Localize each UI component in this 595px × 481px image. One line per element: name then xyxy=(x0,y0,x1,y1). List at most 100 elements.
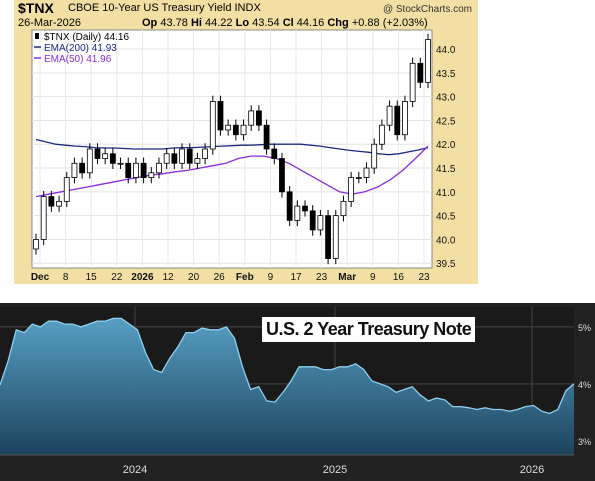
two-year-note-panel: 5% 4% 3% 2024 2025 2026 U.S. 2 Year Treasury … xyxy=(0,303,595,481)
legend-entry: $TNX (Daily) 44.16 xyxy=(44,32,129,43)
candle-body xyxy=(56,200,62,207)
y-tick-label: 42.0 xyxy=(436,140,456,151)
ohlc-readout: Op 43.78 Hi 44.22 Lo 43.54 Cl 44.16 Chg … xyxy=(142,17,428,29)
candle-body xyxy=(117,162,124,165)
legend-entry: EMA(50) 41.96 xyxy=(44,54,112,65)
x-tick-label: 26 xyxy=(214,272,226,283)
candle-body xyxy=(402,101,408,136)
x-tick-label: 20 xyxy=(188,272,200,283)
candle-body xyxy=(179,148,185,164)
ema200-line xyxy=(35,138,429,156)
candle-body xyxy=(194,158,201,164)
candle-body xyxy=(125,162,132,178)
legend-entry: EMA(200) 41.93 xyxy=(44,43,117,54)
x-tick-label: 2025 xyxy=(323,464,347,476)
y-tick-label: 41.5 xyxy=(436,164,456,175)
open-value: 43.78 xyxy=(160,17,188,29)
candle-body xyxy=(48,196,55,207)
candle-body xyxy=(240,124,247,136)
candle-body xyxy=(94,148,101,159)
x-tick-label: 16 xyxy=(393,272,405,283)
candle-body xyxy=(40,196,47,240)
y-tick-label: 4% xyxy=(578,380,591,390)
candle-body xyxy=(186,148,193,164)
candle-body xyxy=(340,200,347,217)
close-label: Cl xyxy=(282,17,294,29)
tnx-chart-panel: $TNX CBOE 10-Year US Treasury Yield INDX… xyxy=(14,0,478,284)
legend-swatch xyxy=(35,33,39,39)
change-value: +0.88 (+2.03%) xyxy=(351,17,428,29)
two-year-note-title: U.S. 2 Year Treasury Note xyxy=(262,317,476,342)
candle-body xyxy=(232,124,239,136)
stockcharts-watermark: @ StockCharts.com xyxy=(382,4,472,15)
y-tick-label: 43.5 xyxy=(436,69,456,80)
candle-body xyxy=(79,162,86,174)
low-label: Lo xyxy=(235,17,250,29)
candle-body xyxy=(248,110,255,126)
chart-description: CBOE 10-Year US Treasury Yield INDX xyxy=(68,2,261,14)
x-tick-label: 17 xyxy=(290,272,302,283)
candle-body xyxy=(355,177,362,179)
candle-body xyxy=(348,177,355,202)
candle-body xyxy=(202,148,208,159)
candle-body xyxy=(394,105,401,136)
candle-body xyxy=(209,101,216,150)
candle-body xyxy=(286,191,293,221)
yield-line xyxy=(0,317,575,415)
candle-body xyxy=(263,124,270,150)
candle-body xyxy=(156,162,162,174)
high-label: Hi xyxy=(190,17,202,29)
open-label: Op xyxy=(142,17,158,29)
candle-body xyxy=(279,158,285,193)
y-tick-label: 43.0 xyxy=(436,93,456,104)
x-tick-label: 2026 xyxy=(131,272,154,283)
y-tick-label: 3% xyxy=(578,437,591,447)
candle-body xyxy=(309,210,316,231)
candle-body xyxy=(417,62,424,83)
candle-body xyxy=(317,215,324,231)
candle-body xyxy=(86,148,93,174)
candle-body xyxy=(225,124,232,131)
y-tick-label: 42.5 xyxy=(436,116,456,127)
candle-body xyxy=(363,167,370,178)
candle-body xyxy=(332,215,339,259)
x-tick-label: 23 xyxy=(418,272,430,283)
chart-symbol: $TNX xyxy=(18,0,54,16)
x-tick-label: 9 xyxy=(370,272,376,283)
candle-body xyxy=(294,205,301,221)
x-tick-label: Feb xyxy=(236,272,254,283)
candle-body xyxy=(63,177,70,202)
y-tick-label: 40.0 xyxy=(436,235,456,246)
y-tick-label: 40.5 xyxy=(436,212,456,223)
x-tick-label: 2026 xyxy=(520,464,544,476)
ema50-line xyxy=(35,145,429,198)
x-tick-label: 8 xyxy=(63,272,69,283)
candle-body xyxy=(409,62,416,102)
candle-body xyxy=(425,39,431,83)
candle-body xyxy=(386,105,393,126)
x-tick-label: 2024 xyxy=(123,464,147,476)
change-label: Chg xyxy=(327,17,349,29)
x-tick-label: 12 xyxy=(162,272,174,283)
candle-body xyxy=(302,205,308,212)
candle-body xyxy=(256,110,262,126)
close-value: 44.16 xyxy=(296,17,325,29)
low-value: 43.54 xyxy=(252,17,280,29)
candle-body xyxy=(325,215,331,259)
x-tick-label: 9 xyxy=(268,272,274,283)
x-tick-label: 15 xyxy=(86,272,98,283)
candle-body xyxy=(148,172,155,178)
candle-body xyxy=(378,124,385,145)
candle-body xyxy=(271,148,278,159)
y-tick-label: 41.0 xyxy=(436,188,456,199)
tnx-candlestick-chart: 39.5 40.0 40.5 41.0 41.5 42.0 42.5 43.0 43.5 44.0… xyxy=(31,29,456,283)
candle-body xyxy=(171,153,178,164)
x-tick-label: Mar xyxy=(338,272,356,283)
candle-body xyxy=(140,162,147,178)
y-tick-label: 39.5 xyxy=(436,259,456,270)
candle-body xyxy=(133,162,139,178)
x-tick-label: 22 xyxy=(111,272,123,283)
y-tick-label: 5% xyxy=(578,323,591,333)
candle-body xyxy=(102,153,109,159)
